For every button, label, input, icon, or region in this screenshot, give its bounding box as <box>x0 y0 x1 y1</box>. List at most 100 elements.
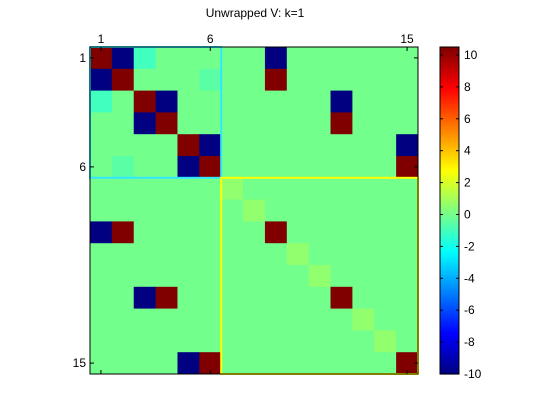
heatmap-cell <box>243 156 266 179</box>
heatmap-cell <box>177 68 200 92</box>
heatmap <box>90 47 419 375</box>
colorbar-segment <box>440 95 459 99</box>
heatmap-cell <box>286 221 310 244</box>
colorbar-segment <box>440 312 459 316</box>
heatmap-cell <box>264 286 288 310</box>
colorbar-segment <box>440 305 459 309</box>
colorbar-frame <box>439 46 460 375</box>
colorbar-segment <box>440 177 459 181</box>
heatmap-cell <box>221 177 244 201</box>
colorbar-segment <box>440 307 459 311</box>
heatmap-cell <box>243 286 266 310</box>
heatmap-cell <box>155 47 178 70</box>
heatmap-cell <box>133 243 157 266</box>
colorbar-segment <box>440 54 459 58</box>
heatmap-cell <box>352 265 375 288</box>
heatmap-cell <box>155 90 178 113</box>
colorbar-segment <box>440 144 459 148</box>
heatmap-cell <box>221 90 244 113</box>
heatmap-cell <box>177 330 200 353</box>
heatmap-cell <box>221 330 244 353</box>
heatmap-cell <box>396 308 419 331</box>
heatmap-cell <box>286 134 310 157</box>
colorbar-segment <box>440 118 459 122</box>
heatmap-cell <box>352 156 375 179</box>
heatmap-cell <box>111 286 135 310</box>
colorbar-segment <box>440 310 459 314</box>
heatmap-cell <box>396 221 419 244</box>
colorbar-segment <box>440 251 459 255</box>
chart-title: Unwrapped V: k=1 <box>206 6 305 20</box>
heatmap-cell <box>243 134 266 157</box>
heatmap-cell <box>90 265 113 288</box>
heatmap-cell <box>396 134 419 157</box>
heatmap-cell <box>155 286 178 310</box>
heatmap-cell <box>90 47 113 70</box>
colorbar-segment <box>440 371 459 375</box>
heatmap-cell <box>90 221 113 244</box>
colorbar-segment <box>440 182 459 186</box>
heatmap-cell <box>352 308 375 331</box>
heatmap-cell <box>374 47 397 70</box>
heatmap-cell <box>352 199 375 222</box>
colorbar-segment <box>440 57 459 61</box>
heatmap-cell <box>111 112 135 135</box>
heatmap-cell <box>177 221 200 244</box>
heatmap-cell <box>111 221 135 244</box>
heatmap-cell <box>352 68 375 92</box>
colorbar-segment <box>440 328 459 332</box>
colorbar-segment <box>440 80 459 84</box>
colorbar-tick-label: -8 <box>464 335 475 349</box>
colorbar-segment <box>440 218 459 222</box>
heatmap-cell <box>133 308 157 331</box>
colorbar-segment <box>440 230 459 235</box>
heatmap-cell <box>177 265 200 288</box>
colorbar-segment <box>440 282 459 286</box>
colorbar-segment <box>440 149 459 153</box>
heatmap-cell <box>177 199 200 222</box>
colorbar-segment <box>440 197 459 201</box>
heatmap-cell <box>352 330 375 353</box>
colorbar-segment <box>440 271 459 275</box>
heatmap-cell <box>199 156 222 179</box>
heatmap-cell <box>243 265 266 288</box>
colorbar-segment <box>440 123 459 127</box>
colorbar-segment <box>440 105 459 109</box>
heatmap-cell <box>199 308 222 331</box>
colorbar-segment <box>440 353 459 357</box>
colorbar-segment <box>440 115 459 120</box>
colorbar-segment <box>440 64 459 69</box>
colorbar-segment <box>440 87 459 92</box>
colorbar-segment <box>440 345 459 350</box>
colorbar-segment <box>440 69 459 74</box>
heatmap-cell <box>264 221 288 244</box>
colorbar-segment <box>440 276 459 281</box>
colorbar-segment <box>440 62 459 66</box>
colorbar-segment <box>440 98 459 102</box>
colorbar-segment <box>440 317 459 321</box>
heatmap-cell <box>133 156 157 179</box>
heatmap-cell <box>330 221 353 244</box>
heatmap-cell <box>177 156 200 179</box>
heatmap-cell <box>264 199 288 222</box>
heatmap-cell <box>221 47 244 70</box>
heatmap-cell <box>155 243 178 266</box>
colorbar-segment <box>440 223 459 227</box>
heatmap-cell <box>308 308 332 331</box>
colorbar-segment <box>440 113 459 117</box>
heatmap-cell <box>264 112 288 135</box>
heatmap-cell <box>90 286 113 310</box>
colorbar-segment <box>440 228 459 232</box>
heatmap-cell <box>352 221 375 244</box>
heatmap-cell <box>133 221 157 244</box>
heatmap-cell <box>111 177 135 201</box>
heatmap-cell <box>111 330 135 353</box>
colorbar-segment <box>440 72 459 76</box>
heatmap-cell <box>177 286 200 310</box>
colorbar-segment <box>440 330 459 334</box>
colorbar-segment <box>440 246 459 250</box>
heatmap-cell <box>330 265 353 288</box>
colorbar-segment <box>440 294 459 298</box>
heatmap-cell <box>155 156 178 179</box>
colorbar-segment <box>440 322 459 327</box>
